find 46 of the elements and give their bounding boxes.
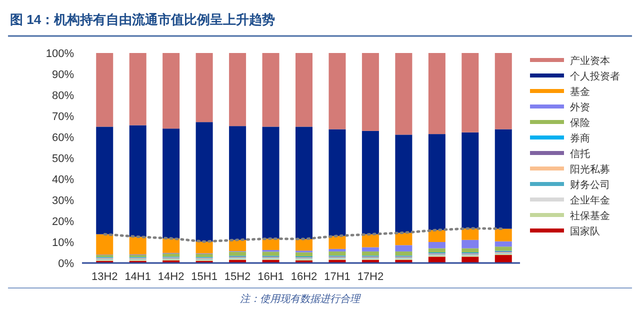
y-tick-label: 50% bbox=[52, 153, 74, 165]
legend-label: 信托 bbox=[570, 148, 590, 160]
legend-item: 信托 bbox=[530, 149, 590, 160]
y-tick-label: 30% bbox=[52, 195, 74, 207]
y-tick-label: 20% bbox=[52, 216, 74, 228]
legend-item: 基金 bbox=[530, 87, 590, 98]
y-tick-label: 60% bbox=[52, 132, 74, 144]
x-tick-label: 17H1 bbox=[324, 271, 350, 283]
legend-item: 保险 bbox=[530, 118, 590, 129]
legend-item: 财务公司 bbox=[530, 180, 610, 191]
x-tick-label: 16H2 bbox=[290, 271, 318, 283]
legend-item: 企业年金 bbox=[530, 196, 610, 206]
legend-item: 阳光私募 bbox=[530, 164, 610, 176]
x-tick-label: 15H2 bbox=[224, 271, 251, 283]
legend-label: 外资 bbox=[570, 102, 590, 114]
x-tick-label: 13H2 bbox=[91, 271, 118, 283]
legend-label: 券商 bbox=[570, 132, 590, 144]
legend-item: 券商 bbox=[530, 134, 590, 144]
legend-label: 社保基金 bbox=[570, 210, 610, 222]
legend-label: 产业资本 bbox=[570, 55, 610, 67]
x-tick-label: 17H2 bbox=[357, 271, 384, 283]
y-tick-label: 10% bbox=[52, 237, 74, 249]
text: 注：使用现有数据进行合理 bbox=[240, 293, 361, 305]
x-tick-label: 14H2 bbox=[158, 271, 184, 283]
y-tick-label: 40% bbox=[52, 174, 74, 186]
legend-label: 阳光私募 bbox=[570, 164, 610, 176]
legend-label: 财务公司 bbox=[570, 179, 610, 191]
y-tick-label: 100% bbox=[46, 48, 74, 60]
legend-item: 个人投资者 bbox=[530, 72, 620, 82]
x-tick-label: 14H1 bbox=[124, 271, 151, 283]
y-tick-label: 90% bbox=[52, 69, 74, 81]
legend-label: 个人投资者 bbox=[570, 70, 620, 82]
title: 图 14：机构持有自由流通市值比例呈上升趋势 bbox=[10, 12, 276, 27]
y-tick-label: 0% bbox=[58, 258, 74, 270]
legend-item: 外资 bbox=[530, 102, 590, 114]
legend-label: 企业年金 bbox=[570, 194, 610, 206]
x-tick-label: 15H1 bbox=[191, 271, 218, 283]
x-tick-label: 16H1 bbox=[258, 271, 284, 283]
y-tick-label: 80% bbox=[52, 90, 74, 102]
y-tick-label: 70% bbox=[52, 111, 74, 123]
legend-label: 国家队 bbox=[570, 226, 600, 238]
legend-label: 基金 bbox=[570, 86, 590, 98]
legend-item: 国家队 bbox=[530, 226, 600, 238]
legend-item: 社保基金 bbox=[530, 211, 610, 222]
legend-label: 保险 bbox=[570, 117, 590, 129]
legend-item: 产业资本 bbox=[530, 56, 610, 67]
